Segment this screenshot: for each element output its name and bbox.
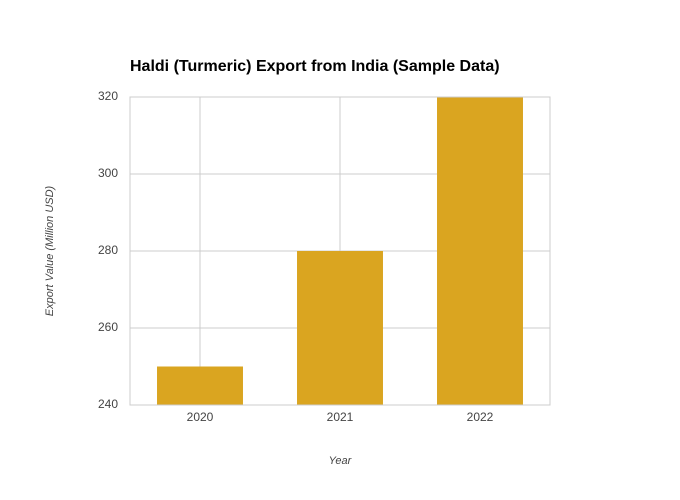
bar <box>297 251 383 405</box>
x-tick-label: 2021 <box>327 410 354 424</box>
chart-title: Haldi (Turmeric) Export from India (Samp… <box>130 58 500 75</box>
y-tick-label: 240 <box>98 397 118 411</box>
x-tick-label: 2022 <box>467 410 494 424</box>
y-axis-label: Export Value (Million USD) <box>44 185 56 316</box>
y-tick-label: 320 <box>98 89 118 103</box>
y-tick-label: 260 <box>98 320 118 334</box>
x-axis-label: Year <box>329 455 353 467</box>
plot-frame <box>129 96 551 406</box>
x-tick-label: 2020 <box>187 410 214 424</box>
y-tick-label: 300 <box>98 166 118 180</box>
y-tick-label: 280 <box>98 243 118 257</box>
bar <box>157 366 243 405</box>
bar <box>437 97 523 405</box>
